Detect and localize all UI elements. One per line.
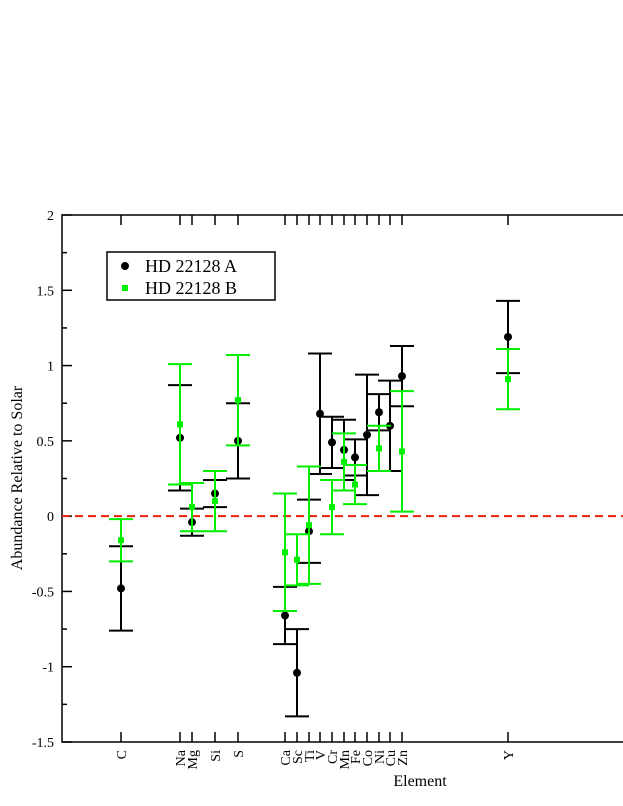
y-tick-label: -1.5: [32, 736, 54, 751]
x-tick-label: Y: [502, 750, 517, 760]
legend-box: [106, 251, 276, 301]
x-tick-label: Sc: [291, 750, 306, 764]
y-tick-label: 0.5: [37, 435, 55, 450]
point: [293, 668, 301, 677]
x-tick-label: Cu: [384, 750, 399, 766]
point: [189, 504, 195, 511]
x-tick-label: Co: [361, 750, 376, 766]
y-axis-label: Abundance Relative to Solar: [9, 385, 26, 570]
x-axis-label: Element: [393, 773, 447, 790]
point: [316, 409, 324, 418]
point: [282, 549, 288, 556]
point: [177, 421, 183, 428]
point: [363, 430, 371, 439]
legend-marker: [122, 285, 128, 291]
x-tick-label: Mn: [338, 750, 353, 769]
point: [281, 611, 289, 620]
x-tick-label: V: [314, 750, 329, 760]
y-tick-label: 0: [47, 510, 54, 525]
legend-label: HD 22128 A: [145, 256, 237, 276]
x-tick-label: Ni: [373, 750, 388, 764]
point: [117, 584, 125, 593]
x-tick-label: C: [115, 750, 130, 759]
x-tick-label: Ca: [279, 749, 294, 765]
point: [235, 397, 241, 404]
y-tick-label: -0.5: [32, 585, 54, 600]
x-tick-label: Fe: [349, 750, 364, 764]
x-tick-label: Na: [174, 749, 189, 766]
point: [398, 372, 406, 381]
point: [341, 458, 347, 465]
y-tick-label: 1: [47, 360, 54, 375]
point: [504, 332, 512, 341]
x-tick-label: Mg: [186, 750, 201, 769]
point: [376, 445, 382, 452]
x-tick-label: Zn: [396, 750, 411, 766]
point: [351, 453, 359, 462]
x-tick-label: Cr: [326, 750, 341, 764]
x-tick-label: Si: [209, 750, 224, 762]
y-tick-label: 1.5: [37, 284, 55, 299]
x-tick-label: Ti: [303, 750, 318, 762]
point: [294, 556, 300, 563]
point: [399, 448, 405, 455]
point: [352, 481, 358, 488]
x-tick-label: S: [232, 750, 247, 758]
point: [118, 537, 124, 544]
point: [375, 408, 383, 417]
point: [212, 498, 218, 505]
legend-marker: [121, 262, 129, 270]
point: [328, 438, 336, 447]
y-tick-label: 2: [47, 209, 54, 224]
point: [306, 522, 312, 529]
point: [329, 504, 335, 511]
legend-label: HD 22128 B: [145, 278, 237, 298]
point: [505, 376, 511, 383]
y-tick-label: -1: [42, 661, 54, 676]
